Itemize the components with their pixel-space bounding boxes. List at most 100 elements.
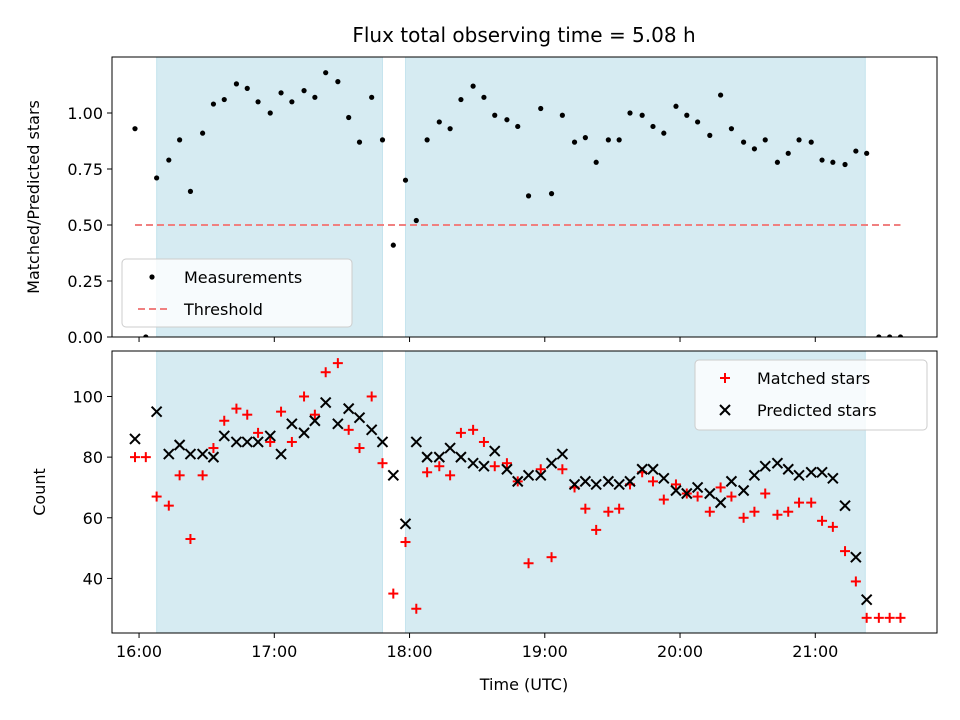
top-series-0-point-55 bbox=[751, 146, 758, 152]
bottom-series-1-point-62 bbox=[839, 499, 851, 512]
bottom-series-1-point-31 bbox=[489, 445, 501, 457]
bottom-series-1-point-48 bbox=[681, 487, 693, 500]
top-legend-marker-0 bbox=[149, 274, 155, 280]
bottom-legend-marker-0 bbox=[720, 373, 730, 383]
top-series-0-point-9 bbox=[233, 81, 240, 87]
bottom-series-0-point-2 bbox=[151, 491, 162, 502]
bottom-series-0-point-1 bbox=[140, 452, 151, 463]
bottom-series-0-point-27 bbox=[434, 461, 445, 472]
top-y-axis-label: Matched/Predicted stars bbox=[24, 100, 43, 294]
top-series-0-point-2 bbox=[154, 175, 160, 181]
bottom-series-0-point-64 bbox=[850, 576, 861, 587]
bottom-series-1-point-18 bbox=[342, 402, 355, 415]
bottom-series-1-point-39 bbox=[579, 475, 592, 488]
bottom-series-0-point-16 bbox=[309, 409, 320, 420]
bottom-series-0-point-50 bbox=[692, 491, 703, 502]
bottom-series-1-point-32 bbox=[501, 463, 513, 475]
bottom-series-1-point-58 bbox=[793, 469, 805, 482]
bottom-series-0-point-35 bbox=[523, 558, 534, 569]
top-ytick-label-1: 0.25 bbox=[67, 272, 103, 291]
bottom-series-0-point-29 bbox=[455, 427, 466, 438]
top-ytick-label-3: 0.75 bbox=[67, 160, 103, 179]
top-series-0-point-0 bbox=[132, 126, 138, 132]
top-series-0-point-32 bbox=[492, 112, 498, 118]
top-series-0-point-57 bbox=[774, 159, 781, 165]
bottom-series-0-point-19 bbox=[343, 424, 354, 435]
bottom-series-0-point-24 bbox=[400, 537, 411, 548]
bottom-series-0-point-9 bbox=[231, 403, 242, 414]
bottom-series-1-point-33 bbox=[512, 475, 524, 488]
top-series-0-point-29 bbox=[458, 96, 464, 103]
bottom-series-0-point-63 bbox=[840, 546, 851, 557]
bottom-series-1-point-5 bbox=[196, 448, 209, 460]
bottom-series-0-point-55 bbox=[749, 506, 760, 517]
bottom-axes: 40 60 80 100 16:00 17:00 18:00 19:00 20:00 21:00 bbox=[72, 350, 938, 661]
bottom-series-1-point-30 bbox=[478, 460, 490, 472]
top-legend-label-1: Threshold bbox=[183, 300, 263, 319]
bottom-series-0-point-30 bbox=[468, 424, 479, 435]
bottom-series-1-point-4 bbox=[184, 448, 197, 460]
top-ytick-label-0: 0.00 bbox=[67, 328, 103, 347]
top-panel: Flux total observing time = 5.08 h Match… bbox=[24, 23, 938, 347]
bottom-series-1-point-22 bbox=[387, 469, 400, 482]
bottom-series-0-point-52 bbox=[715, 482, 726, 493]
bottom-series-0-point-15 bbox=[299, 391, 310, 402]
top-legend-box bbox=[121, 258, 353, 328]
bottom-series-0-point-26 bbox=[422, 467, 433, 478]
bottom-series-0-point-8 bbox=[219, 415, 230, 426]
bottom-series-1-point-29 bbox=[467, 457, 479, 469]
bottom-series-1-point-52 bbox=[725, 475, 738, 488]
bottom-series-0-point-56 bbox=[760, 488, 771, 499]
bottom-series-1-point-56 bbox=[771, 457, 784, 469]
top-series-0-point-25 bbox=[413, 217, 419, 224]
bottom-series-1-point-14 bbox=[298, 427, 310, 439]
top-series-0-point-5 bbox=[187, 188, 194, 194]
bottom-series-0-point-47 bbox=[658, 494, 669, 505]
bottom-series-1-point-41 bbox=[602, 475, 615, 488]
top-series-0-point-19 bbox=[346, 114, 352, 121]
bottom-series-0-point-43 bbox=[614, 503, 625, 514]
bottom-series-0-point-53 bbox=[726, 491, 737, 502]
bottom-series-group bbox=[129, 358, 906, 623]
top-series-0-point-41 bbox=[593, 159, 599, 165]
top-series-0-point-39 bbox=[571, 139, 578, 145]
bottom-series-1-point-0 bbox=[129, 433, 141, 445]
bottom-series-1-point-43 bbox=[624, 475, 636, 488]
bottom-series-0-point-23 bbox=[388, 588, 399, 599]
bottom-series-1-point-49 bbox=[691, 481, 704, 494]
bottom-series-0-point-12 bbox=[265, 436, 276, 447]
top-series-0-point-50 bbox=[695, 119, 701, 125]
bottom-series-1-point-40 bbox=[590, 478, 602, 491]
top-axes-frame bbox=[111, 56, 938, 338]
bottom-series-1-point-36 bbox=[545, 457, 558, 469]
top-series-0-point-54 bbox=[740, 139, 747, 145]
top-series-0-point-13 bbox=[278, 90, 284, 96]
top-series-0-point-23 bbox=[390, 242, 396, 248]
bottom-series-1-point-42 bbox=[613, 478, 625, 491]
bottom-xtick-label-2: 18:00 bbox=[386, 642, 432, 661]
x-axis-label: Time (UTC) bbox=[479, 675, 568, 694]
bottom-ytick-label-3: 100 bbox=[72, 387, 103, 406]
bottom-series-0-point-25 bbox=[411, 603, 422, 614]
top-axes: 0.00 0.25 0.50 0.75 1.00 bbox=[67, 56, 938, 347]
top-shaded-intervals bbox=[156, 56, 866, 338]
bottom-series-0-point-68 bbox=[895, 612, 906, 623]
top-ytick-label-2: 0.50 bbox=[67, 216, 103, 235]
bottom-series-1-point-25 bbox=[421, 451, 433, 463]
bottom-series-1-point-38 bbox=[568, 478, 581, 491]
bottom-series-1-point-15 bbox=[309, 415, 321, 427]
bottom-series-1-point-2 bbox=[163, 448, 175, 460]
bottom-plot-area bbox=[129, 358, 906, 623]
bottom-series-1-point-53 bbox=[737, 484, 750, 497]
top-series-0-point-47 bbox=[661, 130, 667, 136]
bottom-series-0-point-61 bbox=[817, 515, 828, 526]
bottom-series-1-point-47 bbox=[670, 484, 682, 497]
bottom-legend-label-1: Predicted stars bbox=[757, 401, 877, 420]
top-series-group bbox=[132, 70, 904, 337]
top-series-0-point-38 bbox=[559, 112, 565, 118]
bottom-series-1-point-55 bbox=[759, 460, 771, 472]
bottom-series-0-point-65 bbox=[861, 612, 872, 623]
bottom-series-1-point-63 bbox=[850, 551, 862, 563]
top-series-0-point-66 bbox=[876, 334, 882, 337]
bottom-series-0-point-59 bbox=[794, 497, 805, 508]
